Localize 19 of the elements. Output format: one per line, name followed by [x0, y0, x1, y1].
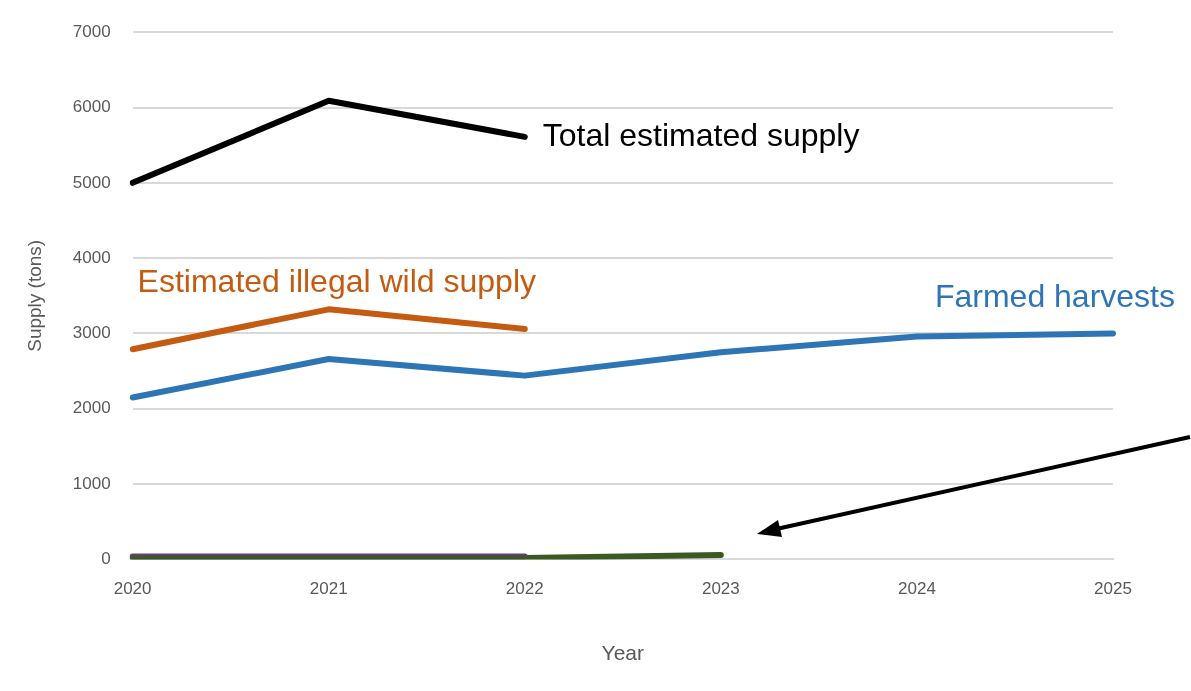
y-tick-label: 0 [101, 549, 111, 569]
x-tick-label: 2024 [898, 579, 936, 599]
x-tick-label: 2023 [701, 579, 740, 599]
x-tick-label: 2025 [1094, 579, 1132, 599]
y-tick-label: 6000 [72, 97, 111, 117]
x-tick-label: 2021 [309, 579, 348, 599]
y-tick-label: 3000 [72, 323, 111, 343]
y-tick-label: 7000 [72, 21, 111, 41]
x-axis-title: Year [601, 641, 645, 665]
y-tick-label: 5000 [72, 172, 111, 192]
series-label: Farmed harvests [934, 278, 1175, 315]
y-tick-label: 2000 [72, 398, 111, 418]
series-label: Estimated illegal wild supply [137, 263, 537, 300]
y-tick-label: 1000 [72, 473, 111, 493]
y-tick-label: 4000 [72, 247, 111, 267]
series-label: Total estimated supply [542, 116, 860, 153]
x-tick-label: 2020 [113, 579, 152, 599]
y-axis-title: Supply (tons) [23, 239, 45, 352]
x-tick-label: 2022 [505, 579, 544, 599]
